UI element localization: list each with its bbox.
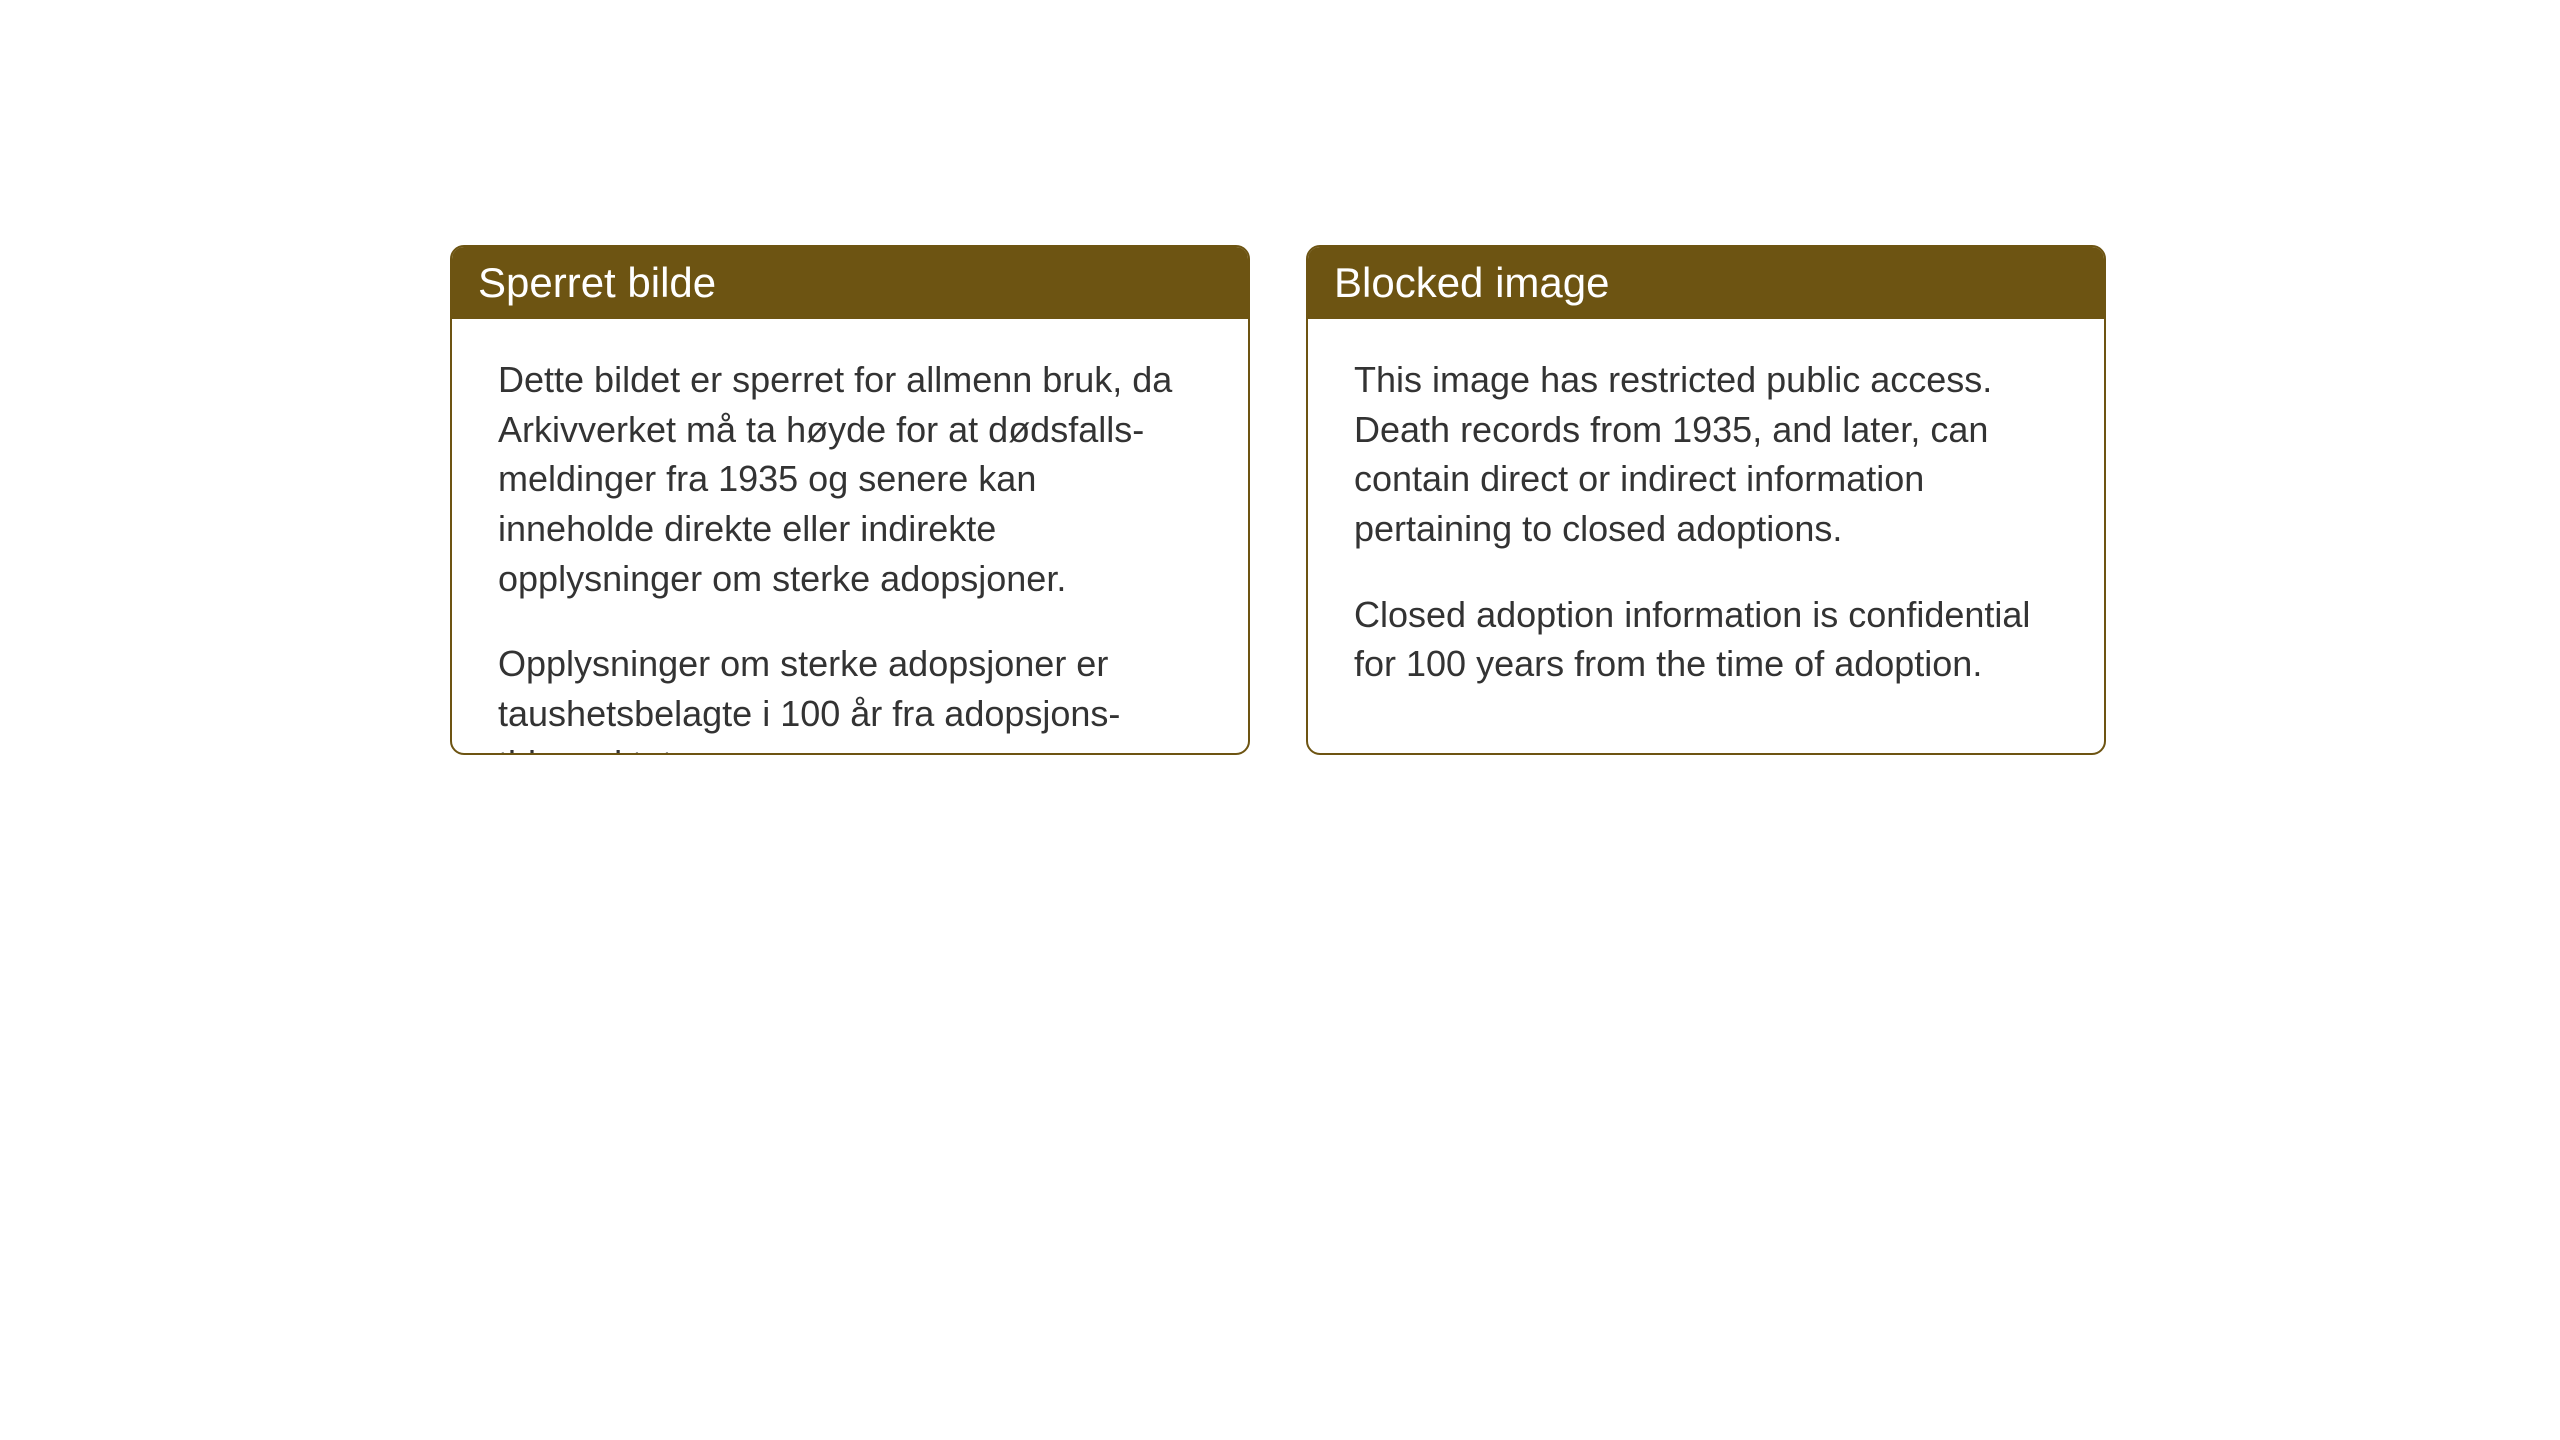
card-paragraph-1-norwegian: Dette bildet er sperret for allmenn bruk… (498, 355, 1202, 603)
card-paragraph-2-english: Closed adoption information is confident… (1354, 590, 2058, 689)
card-header-norwegian: Sperret bilde (452, 247, 1248, 319)
notice-card-norwegian: Sperret bilde Dette bildet er sperret fo… (450, 245, 1250, 755)
card-paragraph-1-english: This image has restricted public access.… (1354, 355, 2058, 554)
card-paragraph-2-norwegian: Opplysninger om sterke adopsjoner er tau… (498, 639, 1202, 755)
notice-card-english: Blocked image This image has restricted … (1306, 245, 2106, 755)
card-body-norwegian: Dette bildet er sperret for allmenn bruk… (452, 319, 1248, 755)
card-header-english: Blocked image (1308, 247, 2104, 319)
card-title-norwegian: Sperret bilde (478, 259, 716, 306)
notice-container: Sperret bilde Dette bildet er sperret fo… (450, 245, 2106, 755)
card-title-english: Blocked image (1334, 259, 1609, 306)
card-body-english: This image has restricted public access.… (1308, 319, 2104, 725)
